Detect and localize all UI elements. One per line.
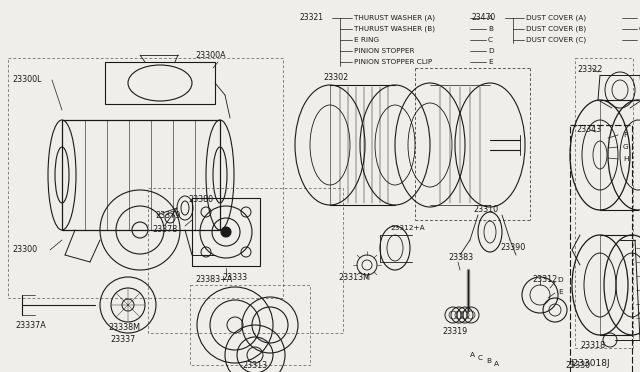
Bar bbox=[192, 198, 260, 266]
Text: 23319: 23319 bbox=[442, 327, 467, 337]
Text: DUST COVER (A): DUST COVER (A) bbox=[526, 15, 586, 21]
Text: 23313: 23313 bbox=[242, 362, 267, 371]
Text: 23343: 23343 bbox=[576, 125, 601, 135]
Text: 23312+A: 23312+A bbox=[390, 225, 424, 231]
Text: A: A bbox=[494, 361, 499, 367]
Text: THURUST WASHER (B): THURUST WASHER (B) bbox=[354, 26, 435, 32]
Text: C: C bbox=[478, 355, 483, 361]
Bar bbox=[105, 62, 215, 104]
Text: 23383: 23383 bbox=[448, 253, 473, 263]
Text: PINION STOPPER: PINION STOPPER bbox=[354, 48, 415, 54]
Text: THURUST WASHER (A): THURUST WASHER (A) bbox=[354, 15, 435, 21]
Text: 23379: 23379 bbox=[155, 211, 180, 219]
Text: 23378: 23378 bbox=[152, 225, 177, 234]
Text: 23312: 23312 bbox=[532, 276, 557, 285]
Text: B: B bbox=[486, 358, 491, 364]
Text: 23383+A: 23383+A bbox=[195, 276, 232, 285]
Text: 23337: 23337 bbox=[110, 336, 135, 344]
Text: 23321: 23321 bbox=[300, 13, 324, 22]
Bar bbox=[570, 125, 632, 372]
Text: E RING: E RING bbox=[354, 37, 379, 43]
Text: H: H bbox=[623, 156, 628, 162]
Text: 23338M: 23338M bbox=[108, 324, 140, 333]
Text: E: E bbox=[488, 59, 493, 65]
Ellipse shape bbox=[221, 227, 231, 237]
Bar bbox=[148, 188, 343, 333]
Text: 23300: 23300 bbox=[12, 246, 37, 254]
Text: 23302: 23302 bbox=[323, 74, 348, 83]
Text: B: B bbox=[488, 26, 493, 32]
Text: DUST COVER (C): DUST COVER (C) bbox=[526, 37, 586, 43]
Text: A: A bbox=[488, 15, 493, 21]
Text: 23318: 23318 bbox=[580, 340, 605, 350]
Text: F: F bbox=[639, 15, 640, 21]
Text: 23300L: 23300L bbox=[12, 76, 42, 84]
Text: A: A bbox=[470, 352, 475, 358]
Text: 23380: 23380 bbox=[188, 196, 213, 205]
Text: G: G bbox=[639, 26, 640, 32]
Bar bbox=[8, 58, 283, 298]
Text: D: D bbox=[557, 277, 563, 283]
Text: E: E bbox=[558, 289, 563, 295]
Text: 23330: 23330 bbox=[565, 360, 590, 369]
Text: H: H bbox=[639, 37, 640, 43]
Text: 23300A: 23300A bbox=[195, 51, 226, 60]
Text: F: F bbox=[623, 132, 627, 138]
Text: 23470: 23470 bbox=[472, 13, 496, 22]
Text: D: D bbox=[488, 48, 493, 54]
Text: 23322: 23322 bbox=[577, 65, 602, 74]
Text: DUST COVER (B): DUST COVER (B) bbox=[526, 26, 586, 32]
Bar bbox=[190, 285, 310, 365]
Text: J233018J: J233018J bbox=[570, 359, 610, 369]
Text: 23390: 23390 bbox=[500, 244, 525, 253]
Text: C: C bbox=[488, 37, 493, 43]
Text: 23333: 23333 bbox=[222, 273, 247, 282]
Bar bbox=[575, 58, 633, 348]
Text: G: G bbox=[623, 144, 628, 150]
Text: 23313M: 23313M bbox=[338, 273, 370, 282]
Text: 23310: 23310 bbox=[473, 205, 498, 215]
Text: PINION STOPPER CLIP: PINION STOPPER CLIP bbox=[354, 59, 432, 65]
Text: 23337A: 23337A bbox=[15, 321, 45, 330]
